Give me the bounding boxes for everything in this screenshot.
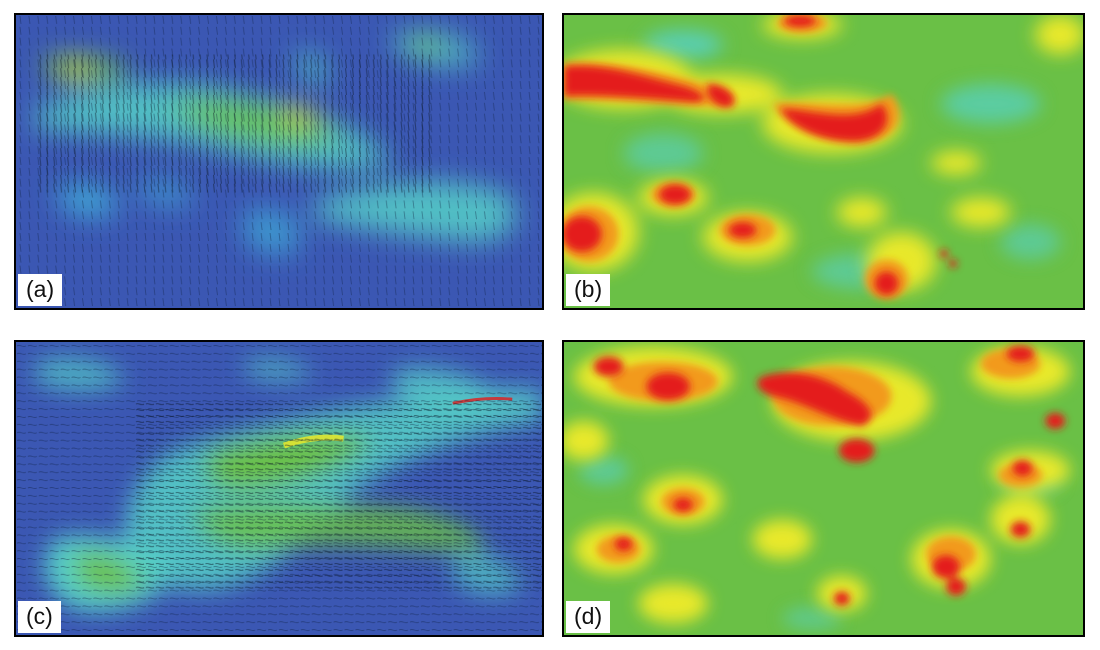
panel-a-vector-field: (a) <box>14 13 544 310</box>
panel-d-plot <box>564 342 1083 635</box>
vector-arrows-dense <box>35 54 433 193</box>
panel-b-label: (b) <box>566 273 611 306</box>
panel-c-label: (c) <box>18 600 61 633</box>
red-peaks <box>564 15 957 296</box>
vector-arrows-dense <box>135 401 542 589</box>
panel-b-scalar-map: (b) <box>562 13 1085 310</box>
panel-c-vector-field: (c) <box>14 340 544 637</box>
panel-d-label: (d) <box>566 600 611 633</box>
panel-a-plot <box>16 15 542 308</box>
panel-b-plot <box>564 15 1083 308</box>
red-peaks <box>593 345 1066 606</box>
panel-a-label: (a) <box>18 273 63 306</box>
panel-d-scalar-map: (d) <box>562 340 1085 637</box>
panel-c-plot <box>16 342 542 635</box>
